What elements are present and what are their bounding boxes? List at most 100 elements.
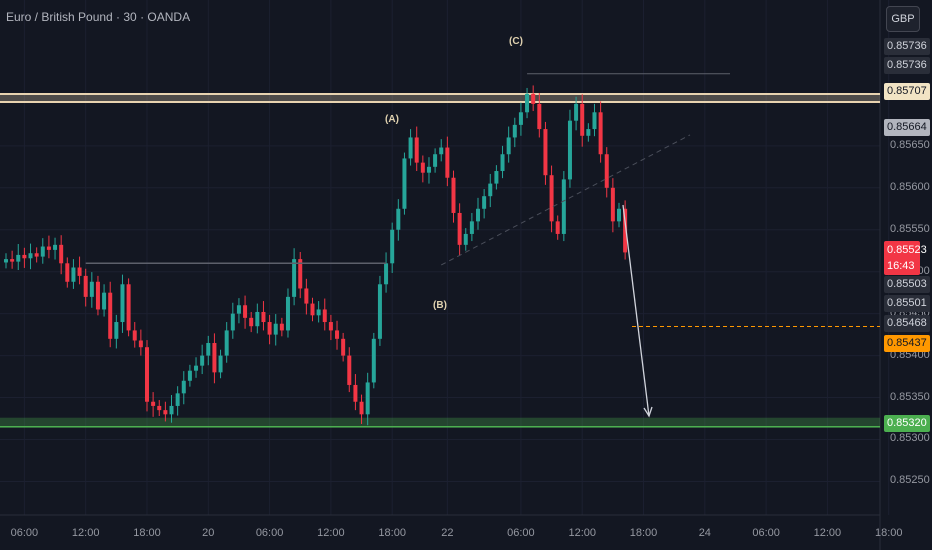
price-label-c-level: 0.85664 xyxy=(884,119,930,136)
candle-body-73 xyxy=(451,177,456,213)
time-tick-7: 22 xyxy=(441,527,454,539)
candle-body-22 xyxy=(138,340,143,348)
time-tick-3: 20 xyxy=(202,527,215,539)
candle-body-95 xyxy=(586,129,591,136)
candle-body-42 xyxy=(261,311,266,323)
candle-body-39 xyxy=(243,305,248,318)
candle-body-56 xyxy=(347,355,352,385)
time-tick-13: 12:00 xyxy=(813,527,842,539)
price-tick-8: 0.85650 xyxy=(890,138,930,151)
candle-body-4 xyxy=(28,253,33,259)
candle-body-6 xyxy=(40,246,45,257)
candle-body-67 xyxy=(414,137,419,163)
candle-body-31 xyxy=(194,365,199,371)
price-tick-6: 0.85550 xyxy=(890,222,930,235)
candle-body-74 xyxy=(457,212,462,245)
candle-body-34 xyxy=(212,343,217,373)
candle-body-29 xyxy=(181,380,186,394)
candle-body-77 xyxy=(476,208,481,222)
candle-body-9 xyxy=(59,244,64,264)
current-price-badge: 0.85523 16:43 xyxy=(884,241,927,275)
candle-body-86 xyxy=(531,93,536,104)
price-label-1: 0.85503 xyxy=(884,276,930,293)
price-label-3: 0.85468 xyxy=(884,315,930,332)
candle-body-48 xyxy=(298,259,303,289)
candle-body-76 xyxy=(469,221,474,234)
candle-body-24 xyxy=(151,401,156,406)
candle-body-70 xyxy=(433,154,438,167)
wave-label-b: (B) xyxy=(433,300,447,311)
resistance-zone xyxy=(0,93,880,104)
projection-arrowhead xyxy=(643,406,653,418)
currency-label: GBP xyxy=(891,13,915,25)
candle-body-93 xyxy=(574,103,579,121)
chart-title: Euro / British Pound · 30 · OANDA xyxy=(6,10,191,24)
candle-body-41 xyxy=(255,311,260,327)
price-tick-2: 0.85350 xyxy=(890,390,930,403)
candle-body-52 xyxy=(322,309,327,323)
candle-body-100 xyxy=(617,208,621,222)
currency-button[interactable]: GBP xyxy=(886,6,920,32)
candle-body-7 xyxy=(46,246,51,250)
time-tick-12: 06:00 xyxy=(752,527,780,539)
candle-body-88 xyxy=(543,129,548,176)
candle-body-65 xyxy=(402,158,407,209)
bar-countdown: 16:43 xyxy=(887,260,915,272)
price-label-resistance: 0.85707 xyxy=(884,83,930,100)
candle-body-99 xyxy=(610,187,615,222)
candle-body-37 xyxy=(230,313,235,331)
candle-body-17 xyxy=(108,292,113,339)
price-label-high-2: 0.85736 xyxy=(884,57,930,74)
candle-body-19 xyxy=(120,284,125,323)
time-tick-4: 06:00 xyxy=(255,527,284,539)
candle-body-75 xyxy=(463,233,468,245)
candle-body-80 xyxy=(494,171,499,184)
candle-body-15 xyxy=(95,281,100,310)
time-tick-9: 12:00 xyxy=(568,527,596,539)
time-tick-11: 24 xyxy=(698,527,711,539)
zones xyxy=(0,93,880,428)
price-label-support: 0.85320 xyxy=(884,415,930,432)
price-label-high-1: 0.85736 xyxy=(884,38,930,55)
candle-body-28 xyxy=(175,393,180,406)
candle-body-46 xyxy=(285,296,290,331)
candle-body-53 xyxy=(328,322,333,331)
candle-body-3 xyxy=(22,254,27,259)
candle-body-11 xyxy=(71,267,76,282)
candle-body-62 xyxy=(384,263,389,285)
candle-body-12 xyxy=(77,267,82,276)
candle-body-83 xyxy=(512,124,517,138)
price-label-target: 0.85437 xyxy=(884,335,930,352)
candle-body-98 xyxy=(604,154,609,188)
candle-body-55 xyxy=(341,338,346,356)
candle-body-60 xyxy=(371,338,376,383)
time-tick-8: 06:00 xyxy=(507,527,535,539)
time-tick-10: 18:00 xyxy=(629,527,658,539)
candle-body-91 xyxy=(561,179,566,234)
candle-body-69 xyxy=(426,166,431,173)
candle-body-21 xyxy=(132,330,137,341)
time-tick-6: 18:00 xyxy=(378,527,406,539)
candle-body-47 xyxy=(292,259,297,297)
candle-body-90 xyxy=(555,221,560,234)
price-tick-0: 0.85250 xyxy=(890,474,930,487)
candle-body-89 xyxy=(549,175,554,222)
time-tick-5: 12:00 xyxy=(317,527,345,539)
candles xyxy=(4,85,628,426)
wave-label-c: (C) xyxy=(509,36,523,47)
projection-arrow xyxy=(622,204,650,417)
candle-body-101 xyxy=(623,208,628,253)
candle-body-2 xyxy=(16,254,21,262)
candle-body-33 xyxy=(206,343,211,356)
candle-body-10 xyxy=(65,263,70,282)
trendline-dashed xyxy=(440,134,691,266)
candle-body-64 xyxy=(396,208,401,230)
candle-body-23 xyxy=(144,347,149,402)
candle-body-27 xyxy=(169,405,174,415)
candle-body-87 xyxy=(537,103,542,130)
time-tick-2: 18:00 xyxy=(133,527,161,539)
current-price-value: 0.85523 xyxy=(887,244,927,256)
candle-body-5 xyxy=(34,253,39,257)
